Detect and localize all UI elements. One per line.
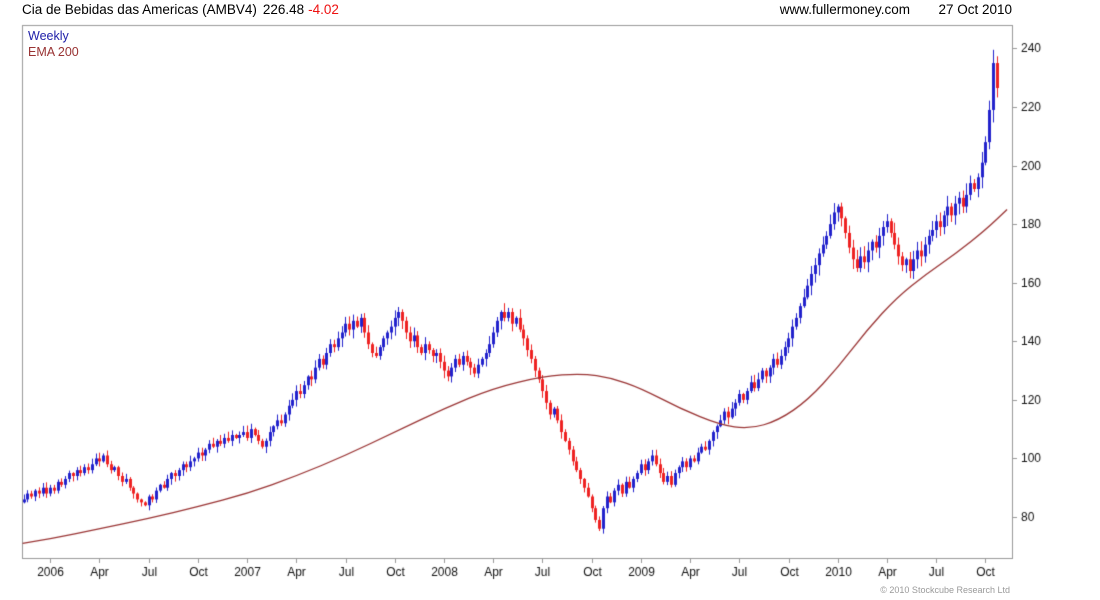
chart-date: 27 Oct 2010 xyxy=(938,2,1012,17)
chart-header: Cia de Bebidas das Americas (AMBV4) 226.4… xyxy=(22,2,339,17)
instrument-title: Cia de Bebidas das Americas (AMBV4) xyxy=(22,2,257,17)
price-change: -4.02 xyxy=(308,2,339,17)
last-price: 226.48 xyxy=(262,2,305,17)
legend-ema200: EMA 200 xyxy=(28,45,79,59)
copyright-notice: © 2010 Stockcube Research Ltd xyxy=(880,585,1010,595)
legend-timeframe: Weekly xyxy=(28,29,69,43)
site-link: www.fullermoney.com xyxy=(779,2,910,17)
